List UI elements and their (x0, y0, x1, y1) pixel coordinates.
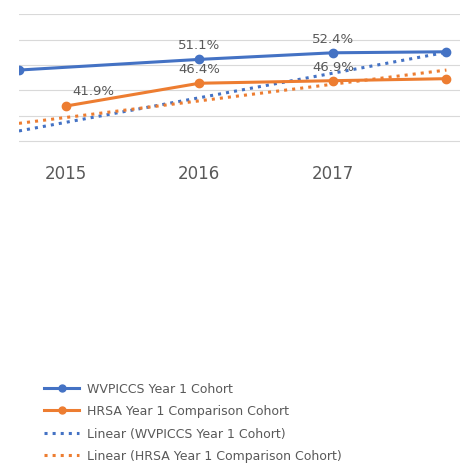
Text: 41.9%: 41.9% (73, 85, 114, 98)
Text: 52.4%: 52.4% (312, 33, 354, 46)
Text: 46.4%: 46.4% (178, 63, 220, 76)
Text: 46.9%: 46.9% (312, 61, 354, 73)
Text: 51.1%: 51.1% (178, 39, 220, 52)
Legend: WVPICCS Year 1 Cohort, HRSA Year 1 Comparison Cohort, Linear (WVPICCS Year 1 Coh: WVPICCS Year 1 Cohort, HRSA Year 1 Compa… (44, 383, 341, 463)
